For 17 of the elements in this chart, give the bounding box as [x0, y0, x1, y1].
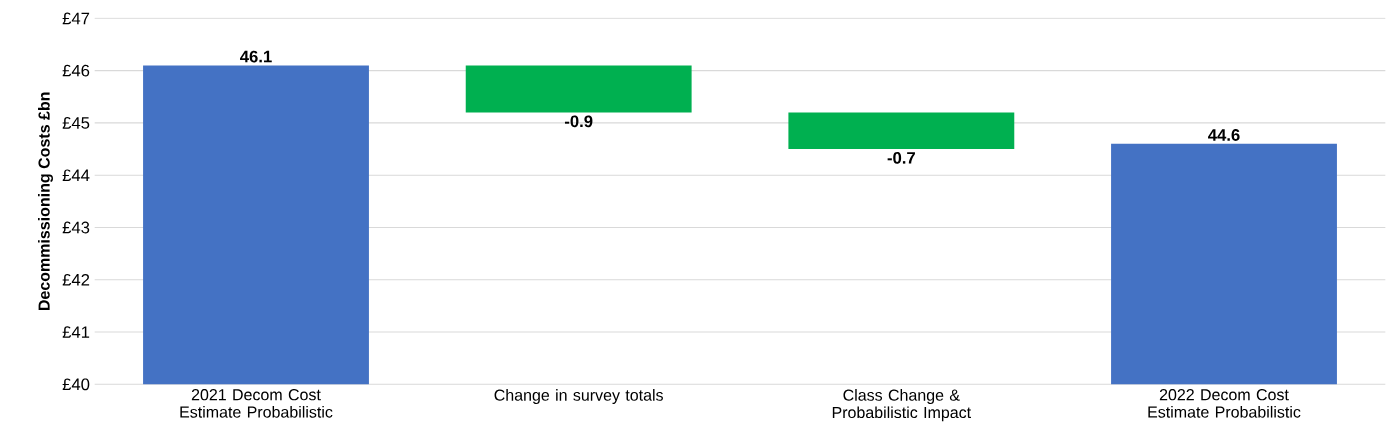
x-tick-label: Change in survey totals [494, 389, 663, 404]
x-tick-label: 2022 Decom Cost Estimate Probabilistic [1148, 389, 1301, 418]
y-tick-label: £41 [62, 326, 90, 338]
data-label: -0.7 [887, 151, 915, 164]
y-tick-label: £43 [62, 221, 90, 234]
data-label: 44.6 [1208, 129, 1240, 141]
y-tick-label: £47 [62, 12, 90, 25]
y-tick-label: £42 [62, 273, 90, 286]
x-tick-label: Class Change & Probabilistic Impact [832, 389, 971, 422]
y-axis-title: Decommissioning Costs £bn [38, 92, 53, 311]
y-tick-label: £46 [62, 64, 90, 77]
x-tick-label: 2021 Decom Cost Estimate Probabilistic [180, 389, 333, 418]
data-label: -0.9 [564, 115, 593, 128]
data-label: 46.1 [240, 50, 272, 63]
y-tick-label: £44 [62, 169, 90, 182]
y-tick-label: £45 [62, 117, 90, 129]
y-tick-label: £40 [62, 378, 90, 391]
